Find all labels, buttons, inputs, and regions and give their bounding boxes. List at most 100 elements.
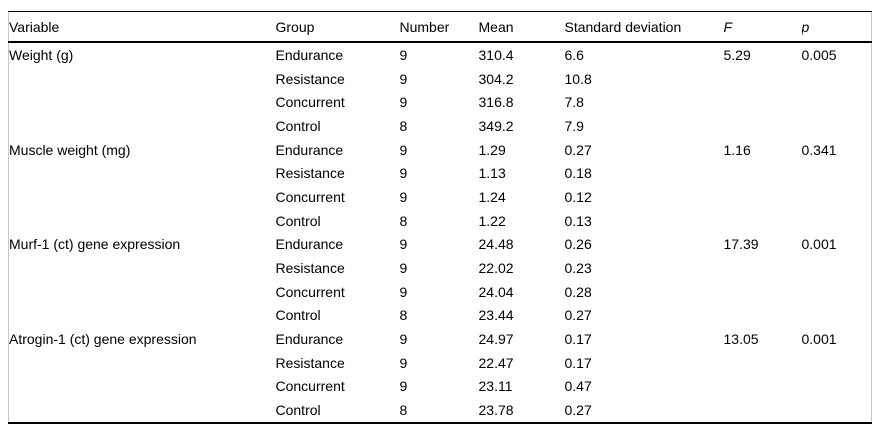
f-value-cell	[724, 351, 802, 375]
variable-cell	[9, 209, 276, 233]
number-cell: 8	[399, 398, 479, 424]
p-value-cell: 0.005	[801, 46, 837, 63]
table-row: Control 8 349.2 7.9	[9, 114, 872, 138]
variable-cell	[9, 90, 276, 114]
table-row: Atrogin-1 (ct) gene expression Endurance 9…	[9, 327, 872, 351]
sd-cell: 0.23	[564, 260, 592, 277]
group-cell: Concurrent	[275, 378, 345, 395]
group-cell: Concurrent	[275, 283, 345, 300]
mean-cell: 1.29	[478, 141, 506, 158]
f-value-cell	[723, 398, 802, 424]
f-value-cell: 13.05	[723, 331, 759, 348]
group-cell: Resistance	[275, 165, 345, 182]
table-row: Control 8 23.78 0.27	[8, 398, 872, 424]
table-row: Control 8 23.44 0.27	[9, 304, 872, 328]
header-row: Variable Group Number Mean Standard devi…	[8, 11, 872, 43]
variable-cell	[9, 114, 276, 138]
number-cell: 9	[399, 378, 408, 395]
variable-cell	[9, 280, 276, 304]
number-cell: 9	[399, 94, 408, 111]
number-cell: 9	[399, 165, 408, 182]
table-row: Control 8 1.22 0.13	[9, 209, 872, 233]
sd-cell: 0.13	[564, 212, 592, 229]
variable-cell	[9, 256, 276, 280]
p-value-cell	[802, 304, 872, 328]
mean-cell: 349.2	[478, 117, 514, 134]
p-value-cell	[802, 256, 872, 280]
f-value-cell	[724, 67, 802, 91]
p-value-cell	[802, 90, 872, 114]
group-cell: Control	[275, 212, 321, 229]
column-header-variable: Variable	[8, 11, 276, 43]
variable-cell: Muscle weight (mg)	[9, 141, 131, 158]
column-header-number: Number	[399, 11, 479, 43]
sd-cell: 0.27	[564, 307, 592, 324]
number-cell: 9	[399, 70, 408, 87]
f-value-cell	[724, 185, 802, 209]
number-cell: 9	[399, 46, 408, 63]
mean-cell: 23.44	[478, 307, 514, 324]
sd-cell: 0.28	[564, 283, 592, 300]
f-value-cell	[724, 90, 802, 114]
f-value-cell	[724, 209, 802, 233]
group-cell: Resistance	[275, 260, 345, 277]
mean-cell: 304.2	[478, 70, 514, 87]
number-cell: 9	[399, 141, 408, 158]
table-row: Murf-1 (ct) gene expression Endurance 9 24.…	[9, 233, 872, 257]
stats-table-container: Variable Group Number Mean Standard devi…	[8, 11, 872, 424]
mean-cell: 1.13	[478, 165, 506, 182]
mean-cell: 22.02	[478, 260, 514, 277]
p-value-cell	[802, 209, 872, 233]
group-cell: Endurance	[275, 236, 344, 253]
f-value-cell	[724, 161, 802, 185]
number-cell: 8	[399, 117, 408, 134]
mean-cell: 24.48	[478, 236, 514, 253]
f-value-cell	[724, 375, 802, 399]
mean-cell: 310.4	[478, 46, 514, 63]
table-row: Resistance 9 304.2 10.8	[9, 67, 872, 91]
table-row: Resistance 9 22.47 0.17	[9, 351, 872, 375]
sd-cell: 6.6	[564, 46, 584, 63]
number-cell: 9	[399, 260, 408, 277]
p-value-cell	[802, 114, 872, 138]
sd-cell: 0.27	[564, 141, 592, 158]
sd-cell: 0.47	[564, 378, 592, 395]
f-value-cell: 5.29	[723, 46, 751, 63]
p-value-cell	[802, 351, 872, 375]
f-value-cell	[724, 304, 802, 328]
stats-table: Variable Group Number Mean Standard devi…	[8, 11, 872, 424]
number-cell: 8	[399, 307, 408, 324]
sd-cell: 0.27	[564, 398, 724, 424]
mean-cell: 24.97	[478, 331, 514, 348]
p-value-cell: 0.001	[801, 331, 837, 348]
p-value-cell	[802, 67, 872, 91]
mean-cell: 1.24	[478, 188, 506, 205]
table-row: Resistance 9 1.13 0.18	[9, 161, 872, 185]
sd-cell: 7.9	[564, 117, 584, 134]
variable-cell	[9, 185, 276, 209]
table-row: Concurrent 9 1.24 0.12	[9, 185, 872, 209]
p-value-cell	[802, 280, 872, 304]
sd-cell: 0.18	[564, 165, 592, 182]
number-cell: 9	[399, 236, 408, 253]
sd-cell: 0.17	[564, 331, 592, 348]
f-value-cell	[724, 280, 802, 304]
variable-cell	[9, 161, 276, 185]
number-cell: 9	[399, 188, 408, 205]
column-header-p: p	[801, 11, 872, 43]
f-value-cell	[724, 256, 802, 280]
p-value-cell	[802, 185, 872, 209]
mean-cell: 22.47	[478, 354, 514, 371]
sd-cell: 7.8	[564, 94, 584, 111]
group-cell: Endurance	[275, 141, 344, 158]
variable-cell: Weight (g)	[9, 46, 74, 63]
mean-cell: 23.11	[478, 378, 513, 395]
variable-cell	[9, 351, 276, 375]
sd-cell: 0.17	[564, 354, 592, 371]
f-value-cell	[724, 114, 802, 138]
group-cell: Concurrent	[275, 94, 345, 111]
f-value-cell: 17.39	[723, 236, 759, 253]
group-cell: Endurance	[275, 331, 344, 348]
variable-cell: Atrogin-1 (ct) gene expression	[9, 331, 197, 348]
p-value-cell	[802, 375, 872, 399]
